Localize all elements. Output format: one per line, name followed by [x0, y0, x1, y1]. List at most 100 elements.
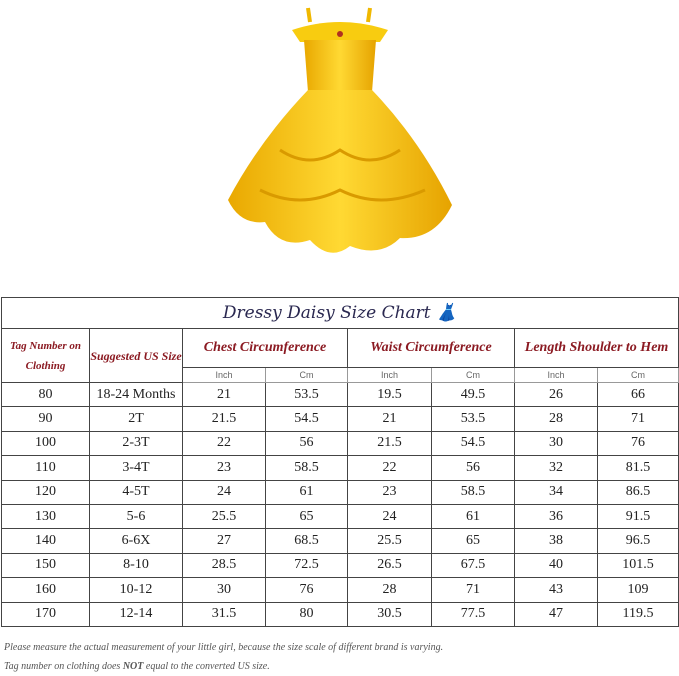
table-cell: 21.5	[182, 406, 266, 432]
table-cell: 2-3T	[89, 430, 183, 457]
header-length: Length Shoulder to Hem	[513, 328, 679, 368]
table-cell: 86.5	[596, 479, 679, 505]
table-row: 140 6-6X 27 68.5 25.5 65 38 96.5	[1, 528, 679, 554]
table-cell: 72.5	[265, 552, 348, 579]
table-cell: 71	[596, 406, 679, 432]
table-cell: 58.5	[265, 455, 348, 481]
table-cell: 25.5	[347, 528, 432, 554]
table-cell: 61	[431, 503, 515, 530]
table-cell: 58.5	[431, 479, 515, 505]
table-cell: 26	[514, 381, 598, 408]
table-row: 160 10-12 30 76 28 71 43 109	[1, 577, 679, 603]
table-cell: 54.5	[265, 406, 348, 432]
table-cell: 119.5	[596, 601, 679, 627]
unit-cm: Cm	[596, 367, 679, 383]
table-cell: 5-6	[89, 503, 183, 530]
table-cell: 30	[182, 577, 266, 603]
note-measure: Please measure the actual measurement of…	[4, 642, 444, 653]
table-cell: 22	[347, 455, 432, 481]
unit-cm: Cm	[265, 367, 348, 383]
chart-title: Dressy Daisy Size Chart 👗	[0, 297, 679, 329]
table-row: 110 3-4T 23 58.5 22 56 32 81.5	[1, 455, 679, 481]
table-cell: 22	[182, 430, 266, 457]
table-cell: 21	[182, 381, 266, 408]
table-cell: 96.5	[596, 528, 679, 554]
table-cell: 28	[347, 577, 432, 603]
table-row: 150 8-10 28.5 72.5 26.5 67.5 40 101.5	[1, 552, 679, 579]
table-cell: 101.5	[596, 552, 679, 579]
table-row: 170 12-14 31.5 80 30.5 77.5 47 119.5	[1, 601, 679, 627]
table-cell: 21	[347, 406, 432, 432]
header-tag-number: Tag Number on Clothing	[1, 328, 90, 383]
table-cell: 34	[514, 479, 598, 505]
table-cell: 8-10	[89, 552, 183, 579]
table-cell: 36	[514, 503, 598, 530]
table-cell: 3-4T	[89, 455, 183, 481]
table-cell: 24	[182, 479, 266, 505]
table-cell: 24	[347, 503, 432, 530]
table-cell: 12-14	[89, 601, 183, 627]
table-cell: 65	[265, 503, 348, 530]
table-cell: 56	[265, 430, 348, 457]
table-cell: 26.5	[347, 552, 432, 579]
unit-inch: Inch	[347, 367, 432, 383]
table-row: 120 4-5T 24 61 23 58.5 34 86.5	[1, 479, 679, 505]
table-cell: 68.5	[265, 528, 348, 554]
table-row: 100 2-3T 22 56 21.5 54.5 30 76	[1, 430, 679, 457]
note-text: equal to the converted US size.	[143, 661, 270, 672]
table-cell: 43	[514, 577, 598, 603]
table-cell: 71	[431, 577, 515, 603]
table-cell: 19.5	[347, 381, 432, 408]
table-cell: 6-6X	[89, 528, 183, 554]
table-cell: 31.5	[182, 601, 266, 627]
table-cell: 2T	[89, 406, 183, 432]
note-text: Tag number on clothing does	[4, 661, 123, 672]
table-cell: 109	[596, 577, 679, 603]
unit-cm: Cm	[431, 367, 515, 383]
unit-inch: Inch	[514, 367, 598, 383]
table-cell: 32	[514, 455, 598, 481]
header-chest: Chest Circumference	[182, 328, 348, 368]
header-us-size: Suggested US Size	[89, 328, 183, 383]
table-cell: 120	[1, 479, 90, 505]
table-cell: 27	[182, 528, 266, 554]
size-notes: Please measure the actual measurement of…	[4, 638, 443, 676]
table-cell: 23	[182, 455, 266, 481]
table-cell: 170	[1, 601, 90, 627]
table-cell: 61	[265, 479, 348, 505]
table-cell: 80	[265, 601, 348, 627]
table-cell: 18-24 Months	[89, 381, 183, 408]
unit-inch: Inch	[182, 367, 266, 383]
table-cell: 28.5	[182, 552, 266, 579]
table-cell: 40	[514, 552, 598, 579]
table-cell: 21.5	[347, 430, 432, 457]
table-cell: 30.5	[347, 601, 432, 627]
table-cell: 81.5	[596, 455, 679, 481]
note-tag-number: Tag number on clothing does NOT equal to…	[4, 657, 443, 676]
table-cell: 100	[1, 430, 90, 457]
table-row: 90 2T 21.5 54.5 21 53.5 28 71	[1, 406, 679, 432]
table-cell: 53.5	[431, 406, 515, 432]
table-cell: 90	[1, 406, 90, 432]
table-cell: 80	[1, 381, 90, 408]
table-cell: 30	[514, 430, 598, 457]
table-cell: 10-12	[89, 577, 183, 603]
size-chart-table: Dressy Daisy Size Chart 👗 Tag Number on …	[0, 297, 679, 627]
note-emphasis: NOT	[122, 661, 144, 672]
table-cell: 47	[514, 601, 598, 627]
table-cell: 25.5	[182, 503, 266, 530]
table-cell: 130	[1, 503, 90, 530]
dress-icon: 👗	[436, 303, 458, 323]
table-cell: 4-5T	[89, 479, 183, 505]
table-cell: 38	[514, 528, 598, 554]
table-cell: 23	[347, 479, 432, 505]
table-row: 130 5-6 25.5 65 24 61 36 91.5	[1, 503, 679, 530]
table-cell: 76	[265, 577, 348, 603]
table-cell: 54.5	[431, 430, 515, 457]
table-cell: 49.5	[431, 381, 515, 408]
table-cell: 160	[1, 577, 90, 603]
yellow-ball-gown-image	[228, 7, 452, 253]
table-cell: 110	[1, 455, 90, 481]
header-waist: Waist Circumference	[347, 328, 515, 368]
table-row: 80 18-24 Months 21 53.5 19.5 49.5 26 66	[1, 381, 679, 408]
